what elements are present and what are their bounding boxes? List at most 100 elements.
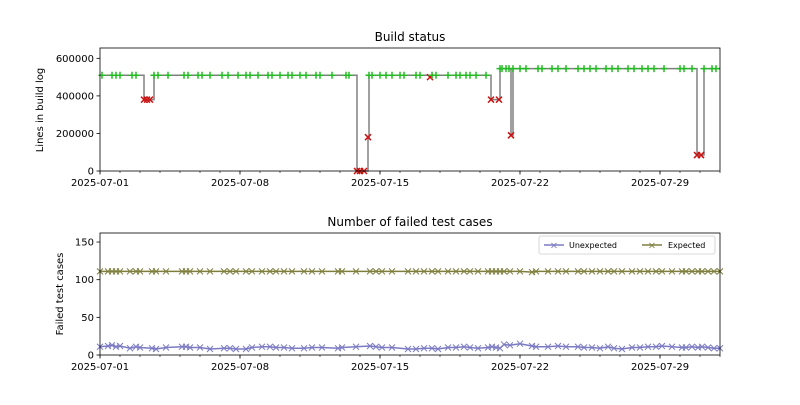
unexpected-marker (434, 345, 442, 353)
build-ok-marker (368, 71, 376, 79)
build-ok-marker (644, 65, 652, 73)
build-status-title: Build status (375, 30, 446, 44)
build-ok-marker (712, 65, 720, 73)
expected-marker (378, 268, 386, 275)
build-status-plot-frame (99, 47, 721, 172)
build-ok-marker (254, 71, 262, 79)
build-ok-marker (198, 71, 206, 79)
x-tick-label: 2025-07-01 (71, 362, 129, 373)
build-ok-marker (586, 65, 594, 73)
build-ok-marker (388, 71, 396, 79)
unexpected-marker (484, 344, 492, 351)
build-ok-marker (548, 65, 556, 73)
build-ok-marker (650, 65, 658, 73)
unexpected-marker (242, 345, 250, 353)
unexpected-marker (232, 345, 240, 353)
expected-marker (604, 268, 612, 275)
unexpected-marker (704, 344, 712, 351)
expected-marker (506, 268, 514, 275)
expected-marker (580, 268, 588, 275)
build-ok-marker (472, 71, 480, 79)
y-tick-label: 100 (75, 275, 94, 286)
unexpected-marker (492, 344, 500, 351)
expected-marker (500, 268, 508, 275)
expected-marker (562, 268, 570, 275)
expected-marker (596, 268, 604, 275)
build-ok-marker (376, 71, 384, 79)
expected-marker (288, 268, 296, 275)
unexpected-marker (136, 344, 144, 351)
unexpected-marker (366, 342, 374, 350)
unexpected-marker (682, 344, 690, 351)
expected-marker (242, 268, 250, 275)
expected-marker (444, 268, 452, 275)
build-fail-marker (507, 131, 515, 139)
legend-box (538, 235, 716, 255)
unexpected-marker (562, 343, 570, 351)
build-ok-marker (184, 71, 192, 79)
build-ok-marker (328, 71, 336, 79)
expected-marker (258, 268, 266, 275)
expected-marker (404, 268, 412, 275)
build-ok-marker (630, 65, 638, 73)
unexpected-marker (126, 344, 134, 352)
unexpected-marker (628, 344, 636, 351)
expected-marker (544, 268, 552, 275)
build-ok-marker (680, 65, 688, 73)
expected-marker (152, 268, 160, 275)
expected-marker (428, 268, 436, 275)
y-tick-label: 150 (75, 238, 94, 249)
y-tick-label: 400000 (56, 91, 94, 102)
expected-marker (388, 268, 396, 275)
expected-marker (162, 268, 170, 275)
expected-marker (452, 268, 460, 275)
unexpected-marker (528, 342, 536, 350)
failed-tests-ylabel: Failed test cases (55, 253, 66, 336)
expected-marker (220, 268, 228, 275)
unexpected-marker (604, 343, 612, 351)
x-tick-label: 2025-07-08 (211, 362, 269, 373)
expected-marker (272, 268, 280, 275)
expected-marker (136, 268, 144, 275)
unexpected-marker (668, 343, 676, 351)
build-ok-marker (416, 71, 424, 79)
build-fail-marker (487, 96, 495, 104)
legend: × Unexpected × Expected (538, 235, 716, 255)
build-ok-marker (116, 71, 124, 79)
expected-marker (420, 268, 428, 275)
unexpected-marker (588, 344, 596, 351)
unexpected-marker (272, 344, 280, 351)
build-ok-marker (509, 65, 517, 73)
expected-marker (206, 268, 214, 275)
expected-marker (704, 268, 712, 275)
build-ok-marker (268, 71, 276, 79)
build-ok-marker (516, 65, 524, 73)
expected-marker (412, 268, 420, 275)
unexpected-marker (698, 343, 706, 351)
unexpected-marker (444, 344, 452, 351)
unexpected-marker (544, 343, 552, 351)
unexpected-marker (148, 344, 156, 352)
expected-marker (352, 268, 360, 275)
build-ok-marker (614, 65, 622, 73)
unexpected-marker (420, 344, 428, 352)
x-tick-label: 2025-07-15 (351, 178, 409, 189)
legend-unexpected-label: Unexpected (569, 241, 617, 250)
expected-marker (434, 268, 442, 275)
build-fail-marker (364, 133, 372, 141)
expected-marker (300, 268, 308, 275)
build-ok-marker (624, 65, 632, 73)
unexpected-marker (532, 343, 540, 351)
x-tick-label: 2025-07-15 (351, 362, 409, 373)
failed-tests-axes: Number of failed test cases Failed test … (55, 215, 724, 373)
unexpected-marker (280, 344, 288, 351)
expected-marker (618, 268, 626, 275)
y-tick-label: 0 (88, 351, 94, 362)
expected-marker (652, 268, 660, 275)
y-tick-label: 50 (81, 313, 94, 324)
unexpected-marker (580, 344, 588, 351)
unexpected-marker (574, 343, 582, 351)
unexpected-marker (318, 344, 326, 351)
expected-marker (126, 268, 134, 275)
unexpected-marker (372, 343, 380, 351)
